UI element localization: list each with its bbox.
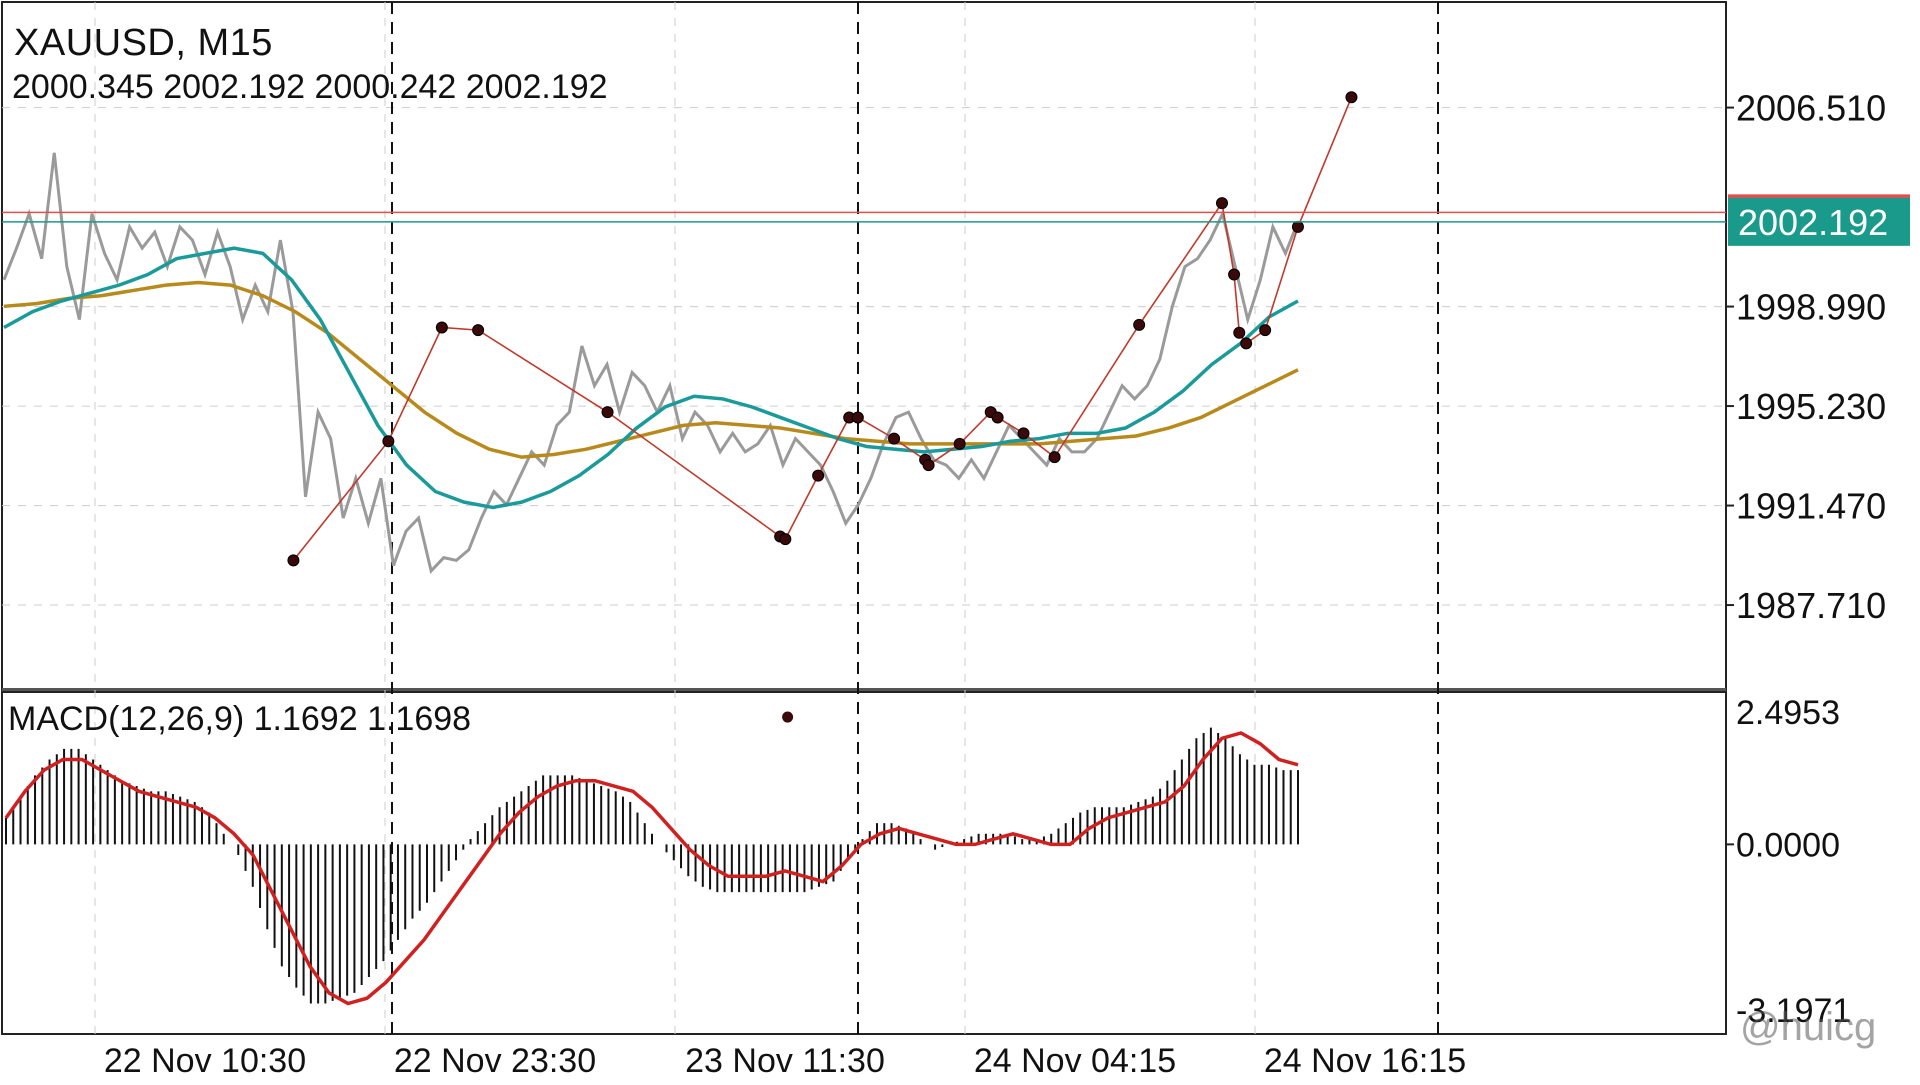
ohlc-values: 2000.345 2002.192 2000.242 2002.192	[12, 68, 608, 106]
time-axis-label: 24 Nov 04:15	[974, 1042, 1176, 1080]
zigzag-point	[1228, 268, 1241, 281]
macd-label: MACD(12,26,9) 1.1692 1.1698	[8, 700, 472, 738]
price-axis-label: 1991.470	[1736, 486, 1886, 527]
macd-signal-line	[4, 731, 1299, 1006]
macd-scale-label: -3.1971	[1736, 992, 1851, 1030]
price-axis-label: 1987.710	[1736, 585, 1886, 626]
watermark: @huicg	[1740, 1005, 1877, 1049]
zigzag-point	[812, 469, 825, 482]
time-axis-label: 24 Nov 16:15	[1264, 1042, 1466, 1080]
macd-scale-label: 0.0000	[1736, 826, 1840, 864]
symbol-title: XAUUSD, M15	[14, 22, 273, 64]
zigzag-point	[1216, 197, 1229, 210]
zigzag-point	[888, 432, 901, 445]
zigzag-point	[851, 411, 864, 424]
macd-panel-frame	[1, 691, 1727, 1035]
price-axis-label: 1995.230	[1736, 386, 1886, 427]
zigzag-point	[1291, 220, 1304, 233]
time-axis-label: 22 Nov 23:30	[394, 1042, 596, 1080]
macd-scale-label: 2.4953	[1736, 694, 1840, 732]
zigzag-point	[1017, 427, 1030, 440]
zigzag-point	[601, 406, 614, 419]
current-price-label: 2002.192	[1738, 202, 1888, 243]
time-axis-label: 22 Nov 10:30	[104, 1042, 306, 1080]
zigzag-point	[1048, 451, 1061, 464]
zigzag-point	[922, 459, 935, 472]
price-line	[2, 152, 1300, 574]
price-axis-label: 1998.990	[1736, 287, 1886, 328]
zigzag-point	[1345, 91, 1358, 104]
fast-ma-line	[3, 246, 1299, 510]
macd-isolated-point	[782, 711, 794, 723]
zigzag-point	[1133, 318, 1146, 331]
zigzag-point	[287, 554, 300, 567]
zigzag-point	[953, 437, 966, 450]
zigzag-point	[991, 411, 1004, 424]
zigzag-point	[779, 533, 792, 546]
slow-ma-line	[3, 280, 1299, 459]
zigzag-point	[1259, 324, 1272, 337]
time-axis-label: 23 Nov 11:30	[685, 1042, 885, 1080]
current-price-badge	[1728, 197, 1910, 246]
zigzag-point	[1233, 326, 1246, 339]
zigzag-point	[1240, 337, 1253, 350]
zigzag-line	[292, 96, 1353, 561]
zigzag-point	[435, 321, 448, 334]
zigzag-point	[382, 435, 395, 448]
price-axis-label: 2006.510	[1736, 88, 1886, 129]
zigzag-point	[472, 324, 485, 337]
